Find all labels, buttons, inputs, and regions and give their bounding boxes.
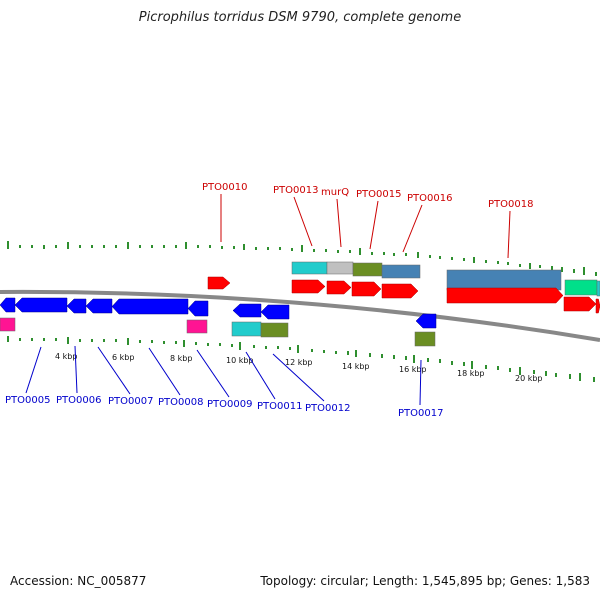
forward-gene xyxy=(326,280,352,295)
cog-box xyxy=(326,261,354,275)
reverse-gene-label: PTO0008 xyxy=(158,397,203,408)
scale-label: 16 kbp xyxy=(399,365,427,374)
accession-text: Accession: NC_005877 xyxy=(10,574,147,588)
cog-box xyxy=(352,262,383,277)
cog-box xyxy=(186,319,208,334)
cog-box xyxy=(0,317,16,332)
reverse-leader-line xyxy=(74,345,78,394)
forward-gene xyxy=(351,281,382,297)
reverse-gene xyxy=(111,298,189,315)
cog-box xyxy=(564,279,598,296)
reverse-gene-label: PTO0006 xyxy=(56,395,101,406)
scale-label: 6 kbp xyxy=(112,353,134,362)
map-title: Picrophilus torridus DSM 9790, complete … xyxy=(138,10,462,25)
forward-gene xyxy=(446,287,564,304)
scale-label: 8 kbp xyxy=(170,354,192,363)
reverse-gene-label: PTO0012 xyxy=(305,403,350,414)
forward-gene xyxy=(207,276,231,290)
forward-gene-label: murQ xyxy=(321,187,349,198)
scale-label: 4 kbp xyxy=(55,352,77,361)
reverse-leader-line xyxy=(245,351,276,400)
reverse-gene xyxy=(66,298,87,314)
scale-label: 12 kbp xyxy=(285,358,313,367)
reverse-gene-label: PTO0017 xyxy=(398,408,443,419)
reverse-leader-line xyxy=(25,346,42,394)
forward-gene-label: PTO0013 xyxy=(273,185,318,196)
reverse-gene xyxy=(187,300,209,317)
cog-box xyxy=(596,280,600,297)
forward-gene-label: PTO0018 xyxy=(488,199,533,210)
scale-label: 14 kbp xyxy=(342,362,370,371)
reverse-gene-label: PTO0007 xyxy=(108,396,153,407)
scale-label: 18 kbp xyxy=(457,369,485,378)
reverse-leader-line xyxy=(196,349,230,398)
cog-box xyxy=(231,321,262,337)
cog-box xyxy=(260,322,289,338)
reverse-leader-line xyxy=(419,359,422,406)
forward-gene-label: PTO0016 xyxy=(407,193,452,204)
topology-text: Topology: circular; Length: 1,545,895 bp… xyxy=(260,574,590,588)
forward-gene xyxy=(291,279,326,294)
reverse-gene-label: PTO0011 xyxy=(257,401,302,412)
forward-gene xyxy=(381,283,419,299)
forward-leader-line xyxy=(402,204,423,253)
forward-leader-line xyxy=(336,198,342,248)
reverse-leader-line xyxy=(97,346,131,395)
reverse-gene xyxy=(0,297,16,313)
forward-gene xyxy=(563,296,597,312)
forward-leader-line xyxy=(293,196,313,247)
cog-box xyxy=(414,331,436,347)
reverse-gene xyxy=(415,313,437,329)
reverse-gene-label: PTO0009 xyxy=(207,399,252,410)
forward-gene-label: PTO0010 xyxy=(202,182,247,193)
cog-box xyxy=(446,269,562,291)
reverse-gene xyxy=(85,298,113,314)
scale-label: 20 kbp xyxy=(515,374,543,383)
backbone xyxy=(0,289,600,342)
reverse-leader-line xyxy=(148,347,181,396)
forward-gene-label: PTO0015 xyxy=(356,189,401,200)
scale-label: 10 kbp xyxy=(226,356,254,365)
reverse-leader-line xyxy=(272,353,325,402)
reverse-gene xyxy=(232,303,262,318)
reverse-gene xyxy=(260,304,290,320)
forward-leader-line xyxy=(369,200,379,250)
forward-gene xyxy=(595,298,600,314)
cog-box xyxy=(291,261,328,275)
cog-box xyxy=(381,264,421,279)
reverse-gene-label: PTO0005 xyxy=(5,395,50,406)
reverse-gene xyxy=(14,297,68,313)
forward-leader-line xyxy=(507,210,511,259)
